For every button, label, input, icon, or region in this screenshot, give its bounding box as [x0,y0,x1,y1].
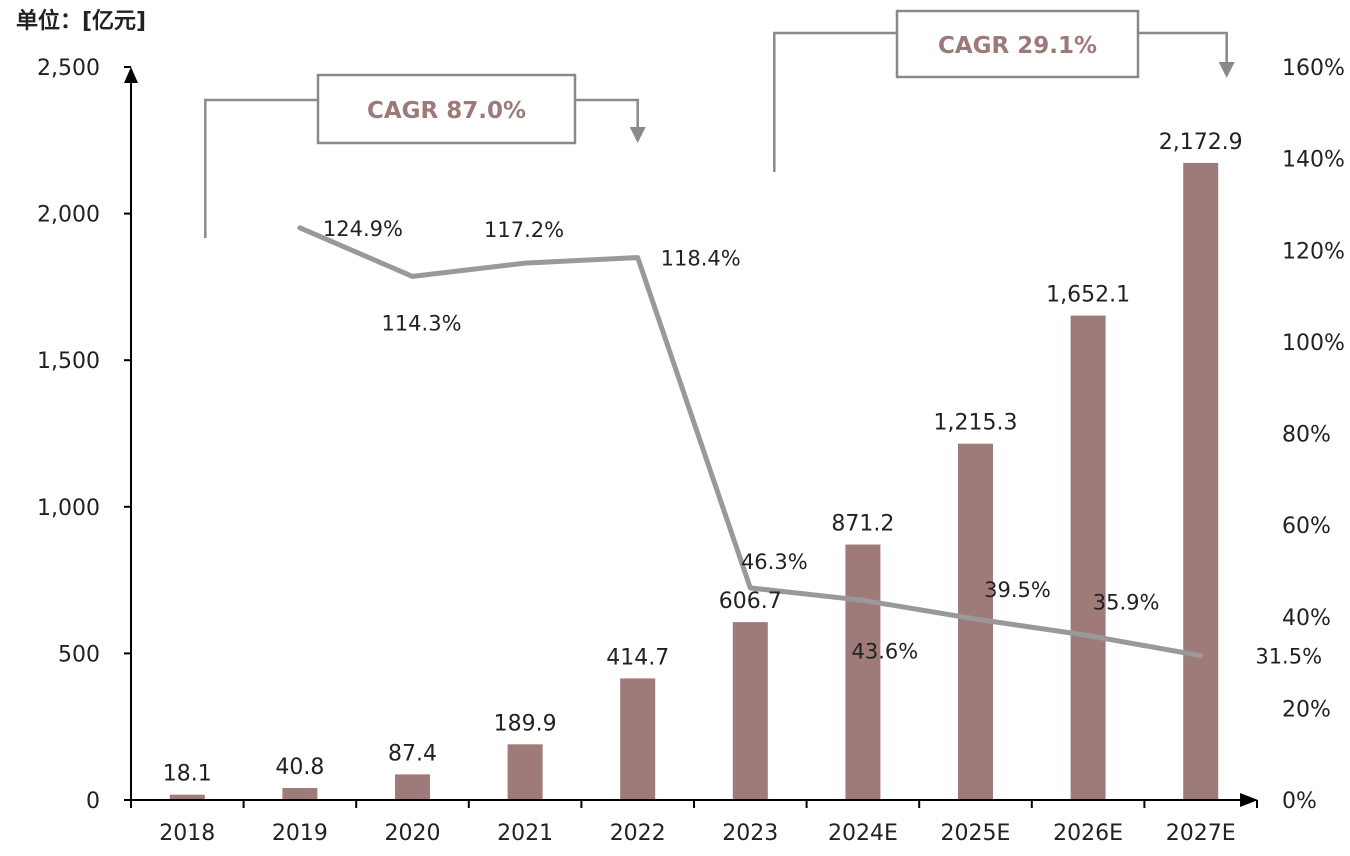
growth-line [297,225,1204,659]
bar-2018 [169,794,205,800]
bar-series [169,162,1219,801]
x-tick-label-2026E: 2026E [1053,821,1123,846]
left-tick-label-1500: 1,500 [37,349,100,374]
x-tick-label-2020: 2020 [385,821,441,846]
cagr-brackets: CAGR 87.0% CAGR 29.1% [204,9,1235,238]
right-tick-label-40: 40% [1282,606,1331,631]
cagr-bracket-1-box [316,73,577,145]
bar-value-label-2022: 414.7 [606,645,669,670]
cagr-bracket-2-left [773,31,897,172]
growth-label-2022: 118.4% [661,247,741,271]
bar-2024E [845,544,881,800]
left-tick-label-2500: 2,500 [37,56,100,81]
bar-value-label-2026E: 1,652.1 [1046,283,1130,308]
bar-value-label-2019: 40.8 [275,755,324,780]
left-tick-label-500: 500 [58,642,100,667]
cagr-bracket-2-box [895,9,1140,79]
cagr-bracket-1-arrowhead [629,127,646,143]
left-tick-label-0: 0 [86,789,100,814]
growth-label-2019: 124.9% [323,217,403,241]
bar-value-label-2020: 87.4 [388,741,437,766]
bar-value-label-2027E: 2,172.9 [1159,130,1243,155]
cagr-bracket-1-label: CAGR 87.0% [367,98,526,124]
growth-label-2027E: 31.5% [1255,645,1322,669]
bar-value-label-2021: 189.9 [494,711,557,736]
unit-label: 单位：[亿元] [16,8,146,34]
growth-label-2025E: 39.5% [984,578,1051,602]
growth-label-2024E: 43.6% [852,639,919,663]
bar-value-label-2025E: 1,215.3 [934,411,1018,436]
bar-2020 [395,774,430,800]
growth-label-2026E: 35.9% [1093,591,1160,615]
data-labels: 18.1 40.8 87.4 189.9 414.7 606.7 871.2 1,215.3 1… [163,130,1322,787]
bar-2023 [732,622,768,800]
bar-2022 [620,678,656,800]
right-tick-label-160: 160% [1282,56,1345,81]
right-tick-label-140: 140% [1282,148,1345,173]
bar-value-label-2023: 606.7 [719,589,782,614]
cagr-bracket-2-arrowhead [1218,62,1235,78]
left-axis-arrow [124,67,138,83]
cagr-bracket-2-right [1138,31,1228,64]
x-tick-label-2024E: 2024E [828,821,898,846]
right-tick-label-120: 120% [1282,239,1345,264]
bar-2027E [1183,162,1219,801]
bar-2021 [507,744,543,800]
bar-2019 [282,788,318,800]
growth-line-series [297,225,1204,659]
bar-2026E [1070,315,1106,800]
bar-value-label-2024E: 871.2 [831,512,894,537]
right-tick-label-60: 60% [1282,514,1331,539]
growth-label-2021: 117.2% [484,218,564,242]
right-tick-label-20: 20% [1282,697,1331,722]
x-tick-label-2019: 2019 [272,821,328,846]
x-tick-label-2018: 2018 [159,821,215,846]
growth-label-2023: 46.3% [741,550,808,574]
left-tick-label-2000: 2,000 [37,203,100,228]
left-tick-label-1000: 1,000 [37,496,100,521]
cagr-bracket-1-left [204,98,318,238]
cagr-bracket-2-label: CAGR 29.1% [938,33,1097,59]
cagr-bracket-1-right [575,98,639,129]
x-tick-label-2022: 2022 [610,821,666,846]
x-tick-label-2021: 2021 [497,821,553,846]
x-tick-label-2023: 2023 [722,821,778,846]
right-tick-label-80: 80% [1282,423,1331,448]
right-tick-label-100: 100% [1282,331,1345,356]
x-axis-arrow [1240,793,1258,807]
x-tick-label-2027E: 2027E [1166,821,1236,846]
growth-label-2020: 114.3% [381,311,461,335]
right-tick-label-0: 0% [1282,789,1317,814]
chart-axes: 0 500 1,000 1,500 2,000 2,500 0% 20% 40% 60% 80% 10… [37,56,1345,846]
x-tick-label-2025E: 2025E [941,821,1011,846]
bar-value-label-2018: 18.1 [163,762,212,787]
